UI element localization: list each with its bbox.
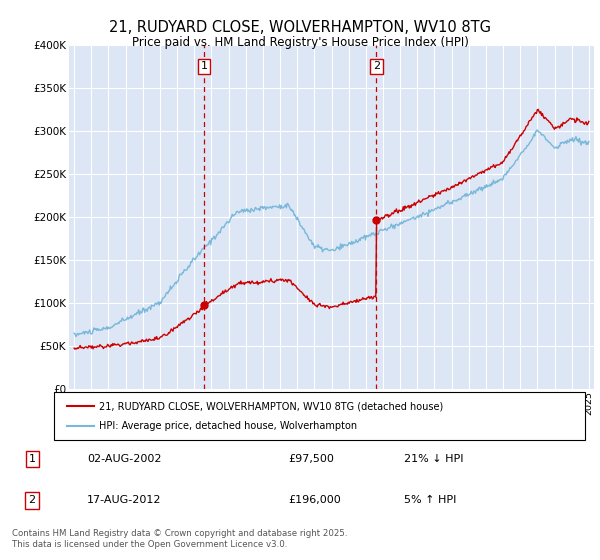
Text: 02-AUG-2002: 02-AUG-2002 [87,454,161,464]
Text: 17-AUG-2012: 17-AUG-2012 [87,496,161,505]
Text: 21, RUDYARD CLOSE, WOLVERHAMPTON, WV10 8TG (detached house): 21, RUDYARD CLOSE, WOLVERHAMPTON, WV10 8… [99,402,443,411]
Text: £196,000: £196,000 [289,496,341,505]
Text: Contains HM Land Registry data © Crown copyright and database right 2025.
This d: Contains HM Land Registry data © Crown c… [12,529,347,549]
Text: 21% ↓ HPI: 21% ↓ HPI [404,454,463,464]
Text: 1: 1 [29,454,35,464]
Text: 2: 2 [373,62,380,71]
Text: 1: 1 [200,62,208,71]
Text: HPI: Average price, detached house, Wolverhampton: HPI: Average price, detached house, Wolv… [99,421,357,431]
Text: 21, RUDYARD CLOSE, WOLVERHAMPTON, WV10 8TG: 21, RUDYARD CLOSE, WOLVERHAMPTON, WV10 8… [109,20,491,35]
Text: £97,500: £97,500 [289,454,334,464]
Text: Price paid vs. HM Land Registry's House Price Index (HPI): Price paid vs. HM Land Registry's House … [131,36,469,49]
FancyBboxPatch shape [54,392,585,440]
Text: 5% ↑ HPI: 5% ↑ HPI [404,496,456,505]
Text: 2: 2 [29,496,36,505]
